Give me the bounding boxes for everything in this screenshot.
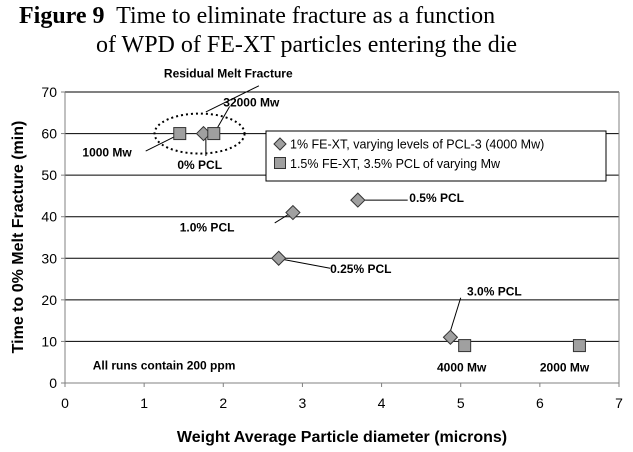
callout-1pcl [274, 214, 289, 224]
annotation-9: 4000 Mw [437, 360, 487, 374]
y-tick-label-4: 40 [41, 209, 57, 225]
annotation-callouts [145, 85, 462, 332]
x-tick-label-3: 3 [299, 395, 307, 411]
x-tick-label-2: 2 [219, 395, 227, 411]
callout-3pcl [449, 297, 462, 332]
axis-ticks: 0 10 20 30 40 50 60 70 0 1 2 3 4 5 6 7 [41, 84, 623, 411]
y-tick-label-0: 0 [49, 375, 57, 391]
point-s2-4 [572, 339, 586, 353]
point-s1-2 [285, 204, 301, 221]
legend-marker-square [274, 157, 286, 169]
callout-1000 [145, 135, 177, 152]
point-s1-5 [442, 329, 459, 345]
point-s1-3 [350, 192, 366, 208]
point-s2-1 [173, 127, 187, 141]
x-tick-label-1: 1 [140, 395, 148, 411]
point-s2-2 [207, 127, 221, 141]
callout-residual [205, 85, 260, 113]
legend-box [265, 130, 607, 182]
y-tick-label-3: 30 [41, 250, 57, 266]
y-tick-label-6: 60 [41, 126, 57, 142]
title-line-2: of WPD of FE-XT particles entering the d… [96, 32, 518, 58]
data-points [173, 125, 586, 353]
annotation-4: 0% PCL [177, 158, 222, 172]
annotation-3: 1000 Mw [82, 145, 132, 159]
x-tick-label-6: 6 [536, 395, 544, 411]
figure-label: Figure 9 [19, 3, 105, 29]
legend: 1% FE-XT, varying levels of PCL-3 (4000 … [265, 130, 607, 182]
callout-32000 [216, 106, 231, 129]
y-axis-label: Time to 0% Melt Fracture (min) [10, 121, 27, 354]
x-tick-label-0: 0 [61, 395, 69, 411]
x-axis-label: Weight Average Particle diameter (micron… [177, 429, 507, 446]
legend-marker-diamond [273, 137, 287, 151]
point-s2-3 [458, 339, 472, 353]
y-tick-label-7: 70 [41, 84, 57, 100]
annotation-11: All runs contain 200 ppm [93, 359, 236, 373]
annotation-5: 1.0% PCL [180, 220, 235, 234]
annotation-8: 3.0% PCL [467, 285, 522, 299]
y-tick-label-2: 20 [41, 292, 57, 308]
x-tick-label-5: 5 [457, 395, 465, 411]
legend-label-series-1: 1% FE-XT, varying levels of PCL-3 (4000 … [290, 138, 544, 152]
annotations: Residual Melt Fracture 32000 Mw 1000 Mw 0% … [82, 66, 589, 374]
y-tick-label-5: 50 [41, 167, 57, 183]
legend-label-series-2: 1.5% FE-XT, 3.5% PCL of varying Mw [290, 157, 501, 171]
annotation-10: 2000 Mw [540, 360, 590, 374]
annotation-1: Residual Melt Fracture [164, 66, 293, 80]
annotation-2: 32000 Mw [223, 96, 280, 110]
x-tick-label-7: 7 [615, 395, 623, 411]
callout-025pcl [283, 259, 331, 269]
residual-fracture-ellipse [153, 112, 246, 155]
annotation-6: 0.5% PCL [409, 191, 464, 205]
y-tick-label-1: 10 [41, 333, 57, 349]
annotation-7: 0.25% PCL [330, 262, 391, 276]
title-line-1: Time to eliminate fracture as a function [116, 3, 496, 29]
x-tick-label-4: 4 [378, 395, 386, 411]
point-s1-4 [270, 250, 287, 266]
